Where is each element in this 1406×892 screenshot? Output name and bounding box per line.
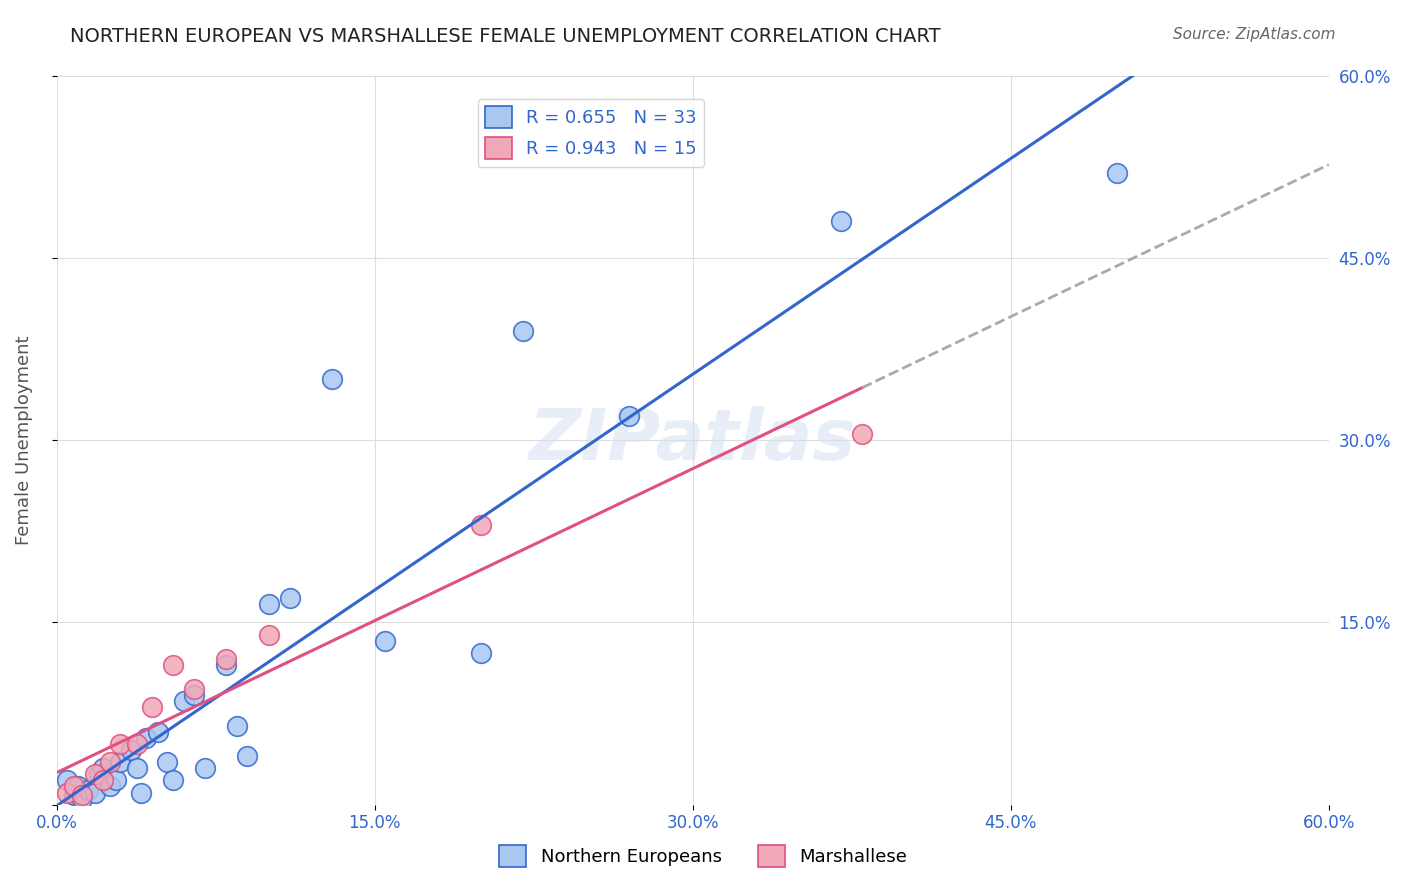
Point xyxy=(225,719,247,733)
Point xyxy=(215,657,238,672)
Point xyxy=(127,761,149,775)
Point xyxy=(278,591,301,605)
Point xyxy=(135,731,157,745)
Point xyxy=(148,724,170,739)
Point xyxy=(131,785,153,799)
Point xyxy=(120,743,142,757)
Point xyxy=(173,694,195,708)
Y-axis label: Female Unemployment: Female Unemployment xyxy=(15,335,32,545)
Text: NORTHERN EUROPEAN VS MARSHALLESE FEMALE UNEMPLOYMENT CORRELATION CHART: NORTHERN EUROPEAN VS MARSHALLESE FEMALE … xyxy=(70,27,941,45)
Point xyxy=(512,324,534,338)
Point xyxy=(1105,166,1128,180)
Point xyxy=(215,652,238,666)
Point xyxy=(62,788,84,802)
Point xyxy=(470,518,492,533)
Point xyxy=(183,688,205,702)
Point xyxy=(104,773,127,788)
Point xyxy=(98,780,121,794)
Point xyxy=(156,755,179,769)
Point xyxy=(83,785,105,799)
Point xyxy=(91,773,114,788)
Point xyxy=(257,627,280,641)
Point xyxy=(470,646,492,660)
Point xyxy=(162,773,184,788)
Point xyxy=(617,409,640,423)
Point xyxy=(56,773,79,788)
Point xyxy=(257,597,280,611)
Point xyxy=(127,737,149,751)
Point xyxy=(194,761,217,775)
Point xyxy=(851,427,873,442)
Point xyxy=(56,785,79,799)
Point xyxy=(70,788,93,802)
Point xyxy=(374,633,396,648)
Point xyxy=(321,372,343,386)
Point xyxy=(91,761,114,775)
Point xyxy=(236,749,259,764)
Legend: R = 0.655   N = 33, R = 0.943   N = 15: R = 0.655 N = 33, R = 0.943 N = 15 xyxy=(478,99,704,167)
Point xyxy=(183,682,205,697)
Point xyxy=(77,783,100,797)
Point xyxy=(141,700,163,714)
Point xyxy=(110,755,132,769)
Legend: Northern Europeans, Marshallese: Northern Europeans, Marshallese xyxy=(492,838,914,874)
Point xyxy=(830,214,852,228)
Point xyxy=(110,737,132,751)
Point xyxy=(98,755,121,769)
Point xyxy=(70,791,93,805)
Point xyxy=(66,780,89,794)
Point xyxy=(62,780,84,794)
Point xyxy=(162,657,184,672)
Text: Source: ZipAtlas.com: Source: ZipAtlas.com xyxy=(1173,27,1336,42)
Text: ZIPatlas: ZIPatlas xyxy=(529,406,856,475)
Point xyxy=(83,767,105,781)
Point xyxy=(87,767,110,781)
